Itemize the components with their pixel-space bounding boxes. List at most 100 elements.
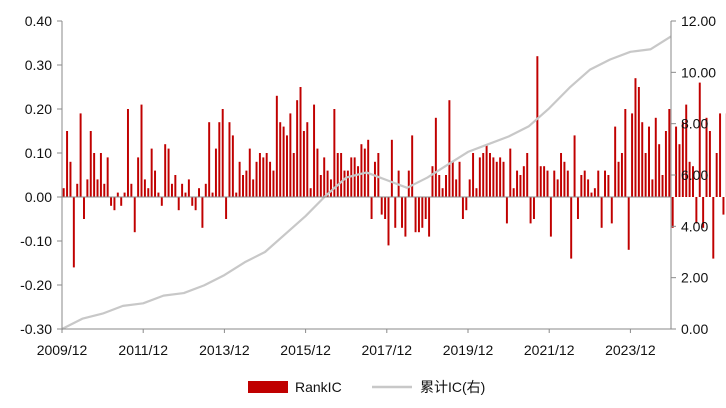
rankic-bar	[154, 170, 157, 197]
rankic-bar	[563, 161, 566, 197]
rankic-bar	[194, 197, 197, 211]
rankic-bar	[106, 157, 109, 197]
rankic-bar	[66, 131, 69, 197]
rankic-bar	[560, 153, 563, 197]
rankic-bar	[235, 192, 238, 197]
rankic-bar	[631, 113, 634, 197]
rankic-bar	[587, 179, 590, 197]
rankic-bar	[583, 170, 586, 197]
rankic-bar	[644, 153, 647, 197]
rankic-bar	[593, 188, 596, 197]
rankic-bar	[675, 126, 678, 197]
rankic-bar	[580, 175, 583, 197]
x-tick-label: 2021/12	[524, 342, 575, 358]
rankic-bar	[658, 144, 661, 197]
x-tick-label: 2023/12	[605, 342, 656, 358]
cumulative-ic-line-group	[61, 35, 672, 330]
rankic-bar	[76, 183, 79, 197]
rankic-bar	[414, 197, 417, 233]
rankic-bar	[532, 197, 535, 219]
left-tick-label: 0.30	[25, 57, 52, 73]
cumulative-ic-line	[61, 35, 672, 330]
rankic-bar	[282, 126, 285, 197]
rankic-bar	[448, 100, 451, 197]
rankic-bar	[373, 161, 376, 197]
rankic-bar	[441, 188, 444, 197]
rankic-bar	[184, 192, 187, 197]
x-tick-label: 2015/12	[280, 342, 331, 358]
rankic-bar	[72, 197, 75, 268]
rankic-bar	[191, 197, 194, 206]
rankic-bar	[367, 139, 370, 197]
legend-label-rankic: RankIC	[295, 379, 342, 395]
rankic-bar	[614, 126, 617, 197]
rankic-bar	[472, 153, 475, 197]
x-axis-tick-labels: 2009/12 2011/12 2013/12 2015/12 2017/12 2019/…	[37, 342, 656, 358]
rankic-bar	[546, 170, 549, 197]
rankic-bar	[160, 197, 163, 206]
rankic-bar	[164, 144, 167, 197]
rankic-bar	[316, 148, 319, 197]
rankic-bar	[289, 113, 292, 197]
left-tick-label: -0.30	[20, 321, 52, 337]
rankic-bar	[719, 113, 722, 197]
rankic-bar	[248, 148, 251, 197]
left-tick-label: 0.40	[25, 13, 52, 29]
rankic-bar	[167, 148, 170, 197]
rankic-bar	[529, 197, 532, 224]
rankic-bar	[671, 197, 674, 228]
rankic-bar	[401, 197, 403, 228]
rankic-bar	[252, 179, 255, 197]
rankic-bar	[296, 100, 299, 197]
rankic-bar	[654, 117, 657, 197]
rankic-bar	[89, 131, 92, 197]
right-tick-label: 2.00	[681, 270, 708, 286]
rankic-bar	[549, 197, 552, 237]
rankic-bar	[394, 197, 397, 228]
rankic-bar	[536, 56, 539, 198]
rankic-bar	[86, 179, 89, 197]
rankic-bar	[434, 117, 437, 197]
rankic-bar	[238, 161, 241, 197]
rankic-bar	[617, 161, 620, 197]
rankic-bar	[242, 175, 244, 197]
rankic-bar	[157, 192, 160, 197]
rankic-bar	[326, 170, 329, 197]
rankic-bar	[133, 197, 136, 233]
rankic-bar	[120, 197, 123, 206]
rankic-bar	[516, 170, 519, 197]
rankic-bar	[198, 188, 200, 197]
rankic-bar	[143, 179, 146, 197]
rankic-bar	[637, 87, 640, 197]
rankic-bar	[624, 109, 627, 197]
rankic-bar	[99, 153, 102, 197]
rankic-bar	[384, 197, 387, 219]
rankic-bar	[96, 179, 99, 197]
rankic-bar	[272, 170, 275, 197]
rankic-bar	[69, 161, 72, 197]
rankic-bar	[573, 135, 576, 197]
rankic-bar	[279, 122, 282, 197]
rankic-bar	[377, 153, 380, 197]
rankic-bar	[333, 109, 336, 197]
rankic-bar	[489, 153, 491, 197]
rankic-bar	[620, 153, 623, 197]
right-tick-label: 0.00	[681, 321, 708, 337]
rankic-bar	[651, 179, 654, 197]
rankic-bar	[607, 175, 610, 197]
rankic-bar	[126, 109, 129, 197]
rankic-bar	[387, 197, 390, 246]
rankic-bar	[492, 157, 495, 197]
rankic-bar	[292, 153, 295, 197]
rankic-bar	[370, 197, 373, 219]
rankic-bar	[265, 153, 268, 197]
rankic-bar	[404, 197, 407, 237]
rankic-bar	[461, 197, 464, 219]
rankic-bar	[275, 95, 278, 197]
rankic-bar	[600, 197, 603, 228]
rankic-bar	[319, 175, 322, 197]
rankic-bar	[255, 161, 258, 197]
rankic-bar	[187, 179, 190, 197]
rankic-bar	[445, 175, 447, 197]
rankic-bar	[570, 197, 573, 259]
